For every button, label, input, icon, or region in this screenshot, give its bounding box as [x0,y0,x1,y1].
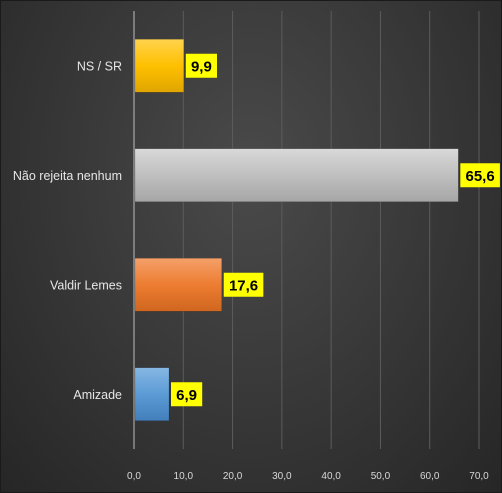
bar [134,39,185,93]
bar [134,148,459,202]
category-label: Valdir Lemes [50,278,122,292]
x-tick-label: 70,0 [469,471,489,482]
data-label: 6,9 [176,387,197,404]
bars [134,39,459,421]
x-tick-label: 50,0 [371,471,391,482]
data-label: 9,9 [191,58,212,75]
category-label: Não rejeita nenhum [13,169,122,183]
bar [134,367,170,421]
data-label: 65,6 [466,168,495,185]
x-tick-label: 0,0 [127,471,141,482]
bar [134,258,222,312]
data-label-box [185,53,217,78]
labels: 0,0 10,0 20,0 30,0 40,0 50,0 60,0 70,0 NS / SR 9,… [13,53,500,482]
category-label: Amizade [73,388,122,402]
x-tick-label: 60,0 [420,471,440,482]
data-label-box [171,382,203,407]
data-label: 17,6 [229,277,258,294]
data-label-box [223,272,264,297]
x-tick-label: 20,0 [223,471,243,482]
x-tick-label: 40,0 [321,471,341,482]
x-tick-label: 10,0 [174,471,194,482]
category-label: NS / SR [77,59,122,73]
data-label-box [460,163,500,188]
x-tick-label: 30,0 [272,471,292,482]
